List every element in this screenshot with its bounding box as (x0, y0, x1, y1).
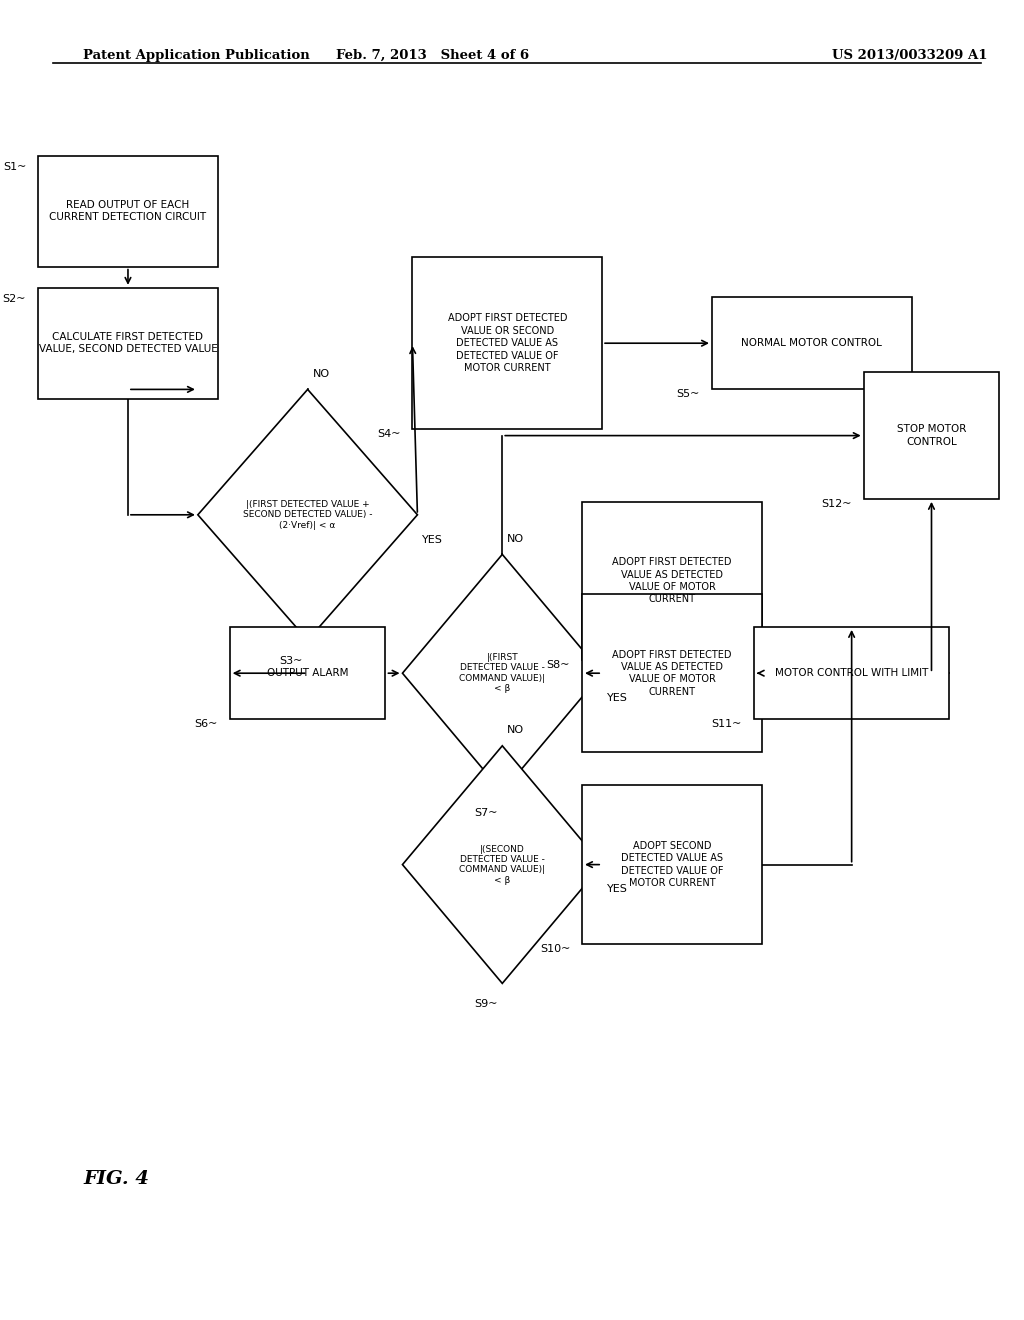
Text: |(SECOND
DETECTED VALUE -
COMMAND VALUE)|
< β: |(SECOND DETECTED VALUE - COMMAND VALUE)… (459, 845, 546, 884)
FancyBboxPatch shape (582, 502, 762, 660)
Text: S8~: S8~ (547, 660, 570, 671)
FancyBboxPatch shape (754, 627, 949, 719)
Text: ADOPT FIRST DETECTED
VALUE OR SECOND
DETECTED VALUE AS
DETECTED VALUE OF
MOTOR C: ADOPT FIRST DETECTED VALUE OR SECOND DET… (447, 313, 567, 374)
Text: CALCULATE FIRST DETECTED
VALUE, SECOND DETECTED VALUE: CALCULATE FIRST DETECTED VALUE, SECOND D… (39, 333, 217, 354)
Text: US 2013/0033209 A1: US 2013/0033209 A1 (831, 49, 987, 62)
Text: S4~: S4~ (377, 429, 400, 440)
FancyBboxPatch shape (863, 372, 999, 499)
Text: Feb. 7, 2013   Sheet 4 of 6: Feb. 7, 2013 Sheet 4 of 6 (336, 49, 529, 62)
FancyBboxPatch shape (38, 156, 218, 267)
Text: MOTOR CONTROL WITH LIMIT: MOTOR CONTROL WITH LIMIT (775, 668, 929, 678)
Text: NORMAL MOTOR CONTROL: NORMAL MOTOR CONTROL (741, 338, 882, 348)
Text: ADOPT SECOND
DETECTED VALUE AS
DETECTED VALUE OF
MOTOR CURRENT: ADOPT SECOND DETECTED VALUE AS DETECTED … (621, 841, 723, 888)
Text: FIG. 4: FIG. 4 (83, 1170, 150, 1188)
Text: READ OUTPUT OF EACH
CURRENT DETECTION CIRCUIT: READ OUTPUT OF EACH CURRENT DETECTION CI… (49, 201, 207, 222)
Text: S2~: S2~ (3, 294, 27, 305)
FancyBboxPatch shape (229, 627, 385, 719)
Text: S9~: S9~ (474, 999, 498, 1010)
Text: S7~: S7~ (474, 808, 498, 818)
Text: STOP MOTOR
CONTROL: STOP MOTOR CONTROL (897, 425, 967, 446)
Text: NO: NO (507, 725, 524, 735)
FancyBboxPatch shape (38, 288, 218, 399)
Text: S3~: S3~ (280, 656, 303, 667)
Text: OUTPUT ALARM: OUTPUT ALARM (267, 668, 348, 678)
Text: NO: NO (312, 368, 330, 379)
Text: ADOPT FIRST DETECTED
VALUE AS DETECTED
VALUE OF MOTOR
CURRENT: ADOPT FIRST DETECTED VALUE AS DETECTED V… (612, 649, 732, 697)
Polygon shape (402, 746, 602, 983)
Text: S1~: S1~ (3, 162, 27, 173)
Text: S11~: S11~ (712, 719, 741, 730)
FancyBboxPatch shape (582, 785, 762, 944)
Text: Patent Application Publication: Patent Application Publication (83, 49, 310, 62)
Text: |(FIRST
DETECTED VALUE -
COMMAND VALUE)|
< β: |(FIRST DETECTED VALUE - COMMAND VALUE)|… (459, 653, 546, 693)
Text: |(FIRST DETECTED VALUE +
SECOND DETECTED VALUE) -
(2·Vref)| < α: |(FIRST DETECTED VALUE + SECOND DETECTED… (243, 500, 373, 529)
Text: YES: YES (607, 693, 628, 704)
FancyBboxPatch shape (582, 594, 762, 752)
Polygon shape (402, 554, 602, 792)
Text: S6~: S6~ (195, 719, 218, 730)
Text: YES: YES (607, 884, 628, 895)
FancyBboxPatch shape (712, 297, 911, 389)
FancyBboxPatch shape (413, 257, 602, 429)
Text: ADOPT FIRST DETECTED
VALUE AS DETECTED
VALUE OF MOTOR
CURRENT: ADOPT FIRST DETECTED VALUE AS DETECTED V… (612, 557, 732, 605)
Text: NO: NO (507, 533, 524, 544)
Text: S10~: S10~ (540, 944, 570, 954)
Text: S5~: S5~ (677, 389, 700, 400)
Text: S12~: S12~ (821, 499, 852, 510)
Text: YES: YES (423, 535, 443, 545)
Polygon shape (198, 389, 418, 640)
